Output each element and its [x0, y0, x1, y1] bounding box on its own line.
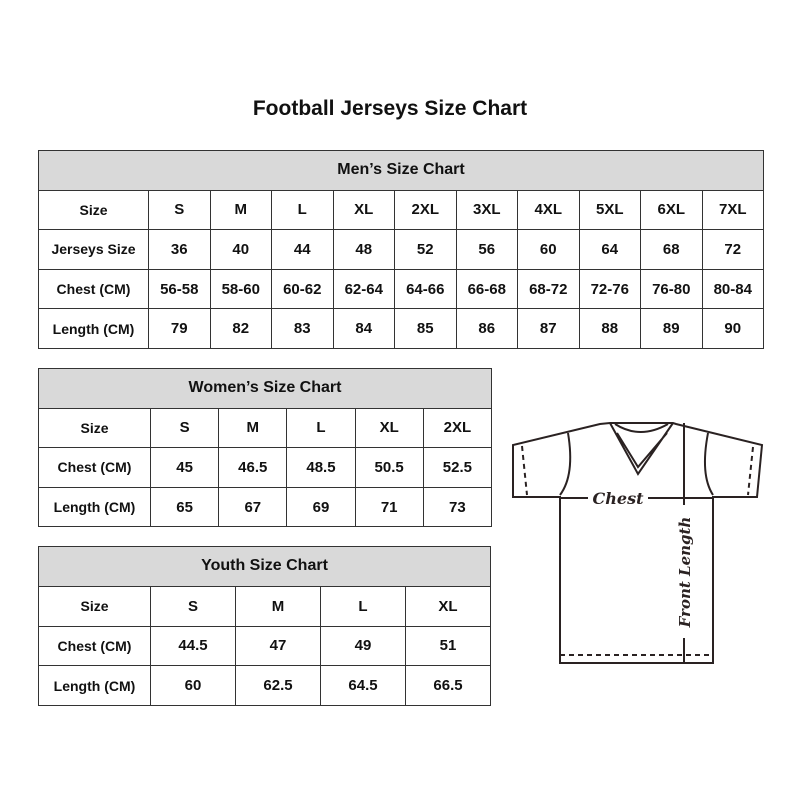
table-cell: 68 — [640, 229, 703, 270]
row-label: Size — [38, 407, 151, 449]
table-cell: 44 — [271, 229, 334, 270]
table-cell: 76-80 — [640, 268, 703, 310]
table-cell: 60 — [517, 229, 580, 270]
table-cell: 69 — [286, 486, 356, 528]
table-cell: 62-64 — [332, 268, 395, 310]
table-cell: 72-76 — [578, 268, 641, 310]
table-cell: L — [286, 407, 356, 449]
table-cell: 5XL — [578, 189, 641, 231]
table-cell: 71 — [354, 486, 424, 528]
table-cell: 65 — [149, 486, 220, 528]
table-cell: 86 — [455, 308, 518, 349]
table-cell: 44.5 — [150, 625, 236, 667]
table-cell: 84 — [332, 308, 395, 349]
men-table-heading: Men’s Size Chart — [38, 150, 764, 191]
table-cell: 40 — [209, 229, 272, 270]
front-length-label: Front Length — [676, 517, 694, 629]
row-label: Size — [38, 585, 151, 627]
table-cell: 66-68 — [455, 268, 518, 310]
chest-label: Chest — [593, 489, 645, 508]
row-label: Chest (CM) — [38, 447, 151, 488]
table-cell: 73 — [422, 486, 493, 528]
table-row: Size S M L XL 2XL 3XL 4XL 5XL 6XL 7XL — [38, 189, 764, 231]
table-cell: L — [271, 189, 334, 231]
table-cell: 60-62 — [271, 268, 334, 310]
row-label: Length (CM) — [38, 308, 149, 349]
left-sleeve-seam — [559, 432, 572, 496]
table-cell: M — [218, 407, 288, 449]
jersey-outline — [512, 422, 764, 664]
womens-size-table: Women’s Size Chart Size S M L XL 2XL Chest (CM)… — [38, 368, 493, 528]
table-cell: XL — [405, 585, 491, 627]
row-label: Length (CM) — [38, 486, 151, 528]
table-row: Length (CM) 79 82 83 84 85 86 87 88 89 90 — [38, 308, 764, 349]
right-sleeve-seam — [704, 432, 714, 496]
table-cell: 80-84 — [701, 268, 764, 310]
table-cell: 48 — [332, 229, 395, 270]
table-cell: S — [149, 407, 220, 449]
table-cell: 60 — [150, 665, 236, 707]
table-cell: 67 — [218, 486, 288, 528]
table-cell: 66.5 — [405, 665, 491, 707]
table-cell: 36 — [148, 229, 211, 270]
table-cell: 45 — [149, 447, 220, 488]
table-cell: S — [150, 585, 236, 627]
table-cell: 51 — [405, 625, 491, 667]
table-cell: 68-72 — [517, 268, 580, 310]
table-cell: 48.5 — [286, 447, 356, 488]
table-cell: 50.5 — [354, 447, 424, 488]
table-cell: 62.5 — [235, 665, 321, 707]
table-row: Length (CM) 60 62.5 64.5 66.5 — [38, 665, 491, 707]
table-cell: 64.5 — [320, 665, 406, 707]
youth-size-table: Youth Size Chart Size S M L XL Chest (CM) 44.5 4… — [38, 546, 491, 707]
table-cell: 87 — [517, 308, 580, 349]
table-cell: 47 — [235, 625, 321, 667]
table-cell: 82 — [209, 308, 272, 349]
row-label: Jerseys Size — [38, 229, 149, 270]
table-cell: 88 — [578, 308, 641, 349]
mens-size-table: Men’s Size Chart Size S M L XL 2XL 3XL 4XL 5XL 6XL… — [38, 150, 764, 349]
table-cell: 79 — [148, 308, 211, 349]
table-cell: 85 — [394, 308, 457, 349]
table-row: Size S M L XL — [38, 585, 491, 627]
table-cell: 7XL — [701, 189, 764, 231]
table-cell: 52.5 — [422, 447, 493, 488]
table-cell: XL — [332, 189, 395, 231]
right-sleeve-hem — [747, 446, 754, 496]
collar — [609, 422, 674, 476]
row-label: Chest (CM) — [38, 625, 151, 667]
table-cell: 2XL — [422, 407, 493, 449]
left-sleeve-hem — [521, 445, 528, 496]
table-cell: 90 — [701, 308, 764, 349]
table-row: Length (CM) 65 67 69 71 73 — [38, 486, 493, 528]
youth-table-heading: Youth Size Chart — [38, 546, 491, 587]
page-title: Football Jerseys Size Chart — [252, 97, 528, 120]
table-cell: L — [320, 585, 406, 627]
table-cell: 49 — [320, 625, 406, 667]
table-cell: 56-58 — [148, 268, 211, 310]
table-cell: M — [235, 585, 321, 627]
table-row: Jerseys Size 36 40 44 48 52 56 60 64 68 72 — [38, 229, 764, 270]
table-row: Chest (CM) 44.5 47 49 51 — [38, 625, 491, 667]
table-cell: 6XL — [640, 189, 703, 231]
table-row: Size S M L XL 2XL — [38, 407, 493, 449]
women-table-heading: Women’s Size Chart — [38, 368, 492, 409]
table-cell: XL — [354, 407, 424, 449]
table-row: Chest (CM) 45 46.5 48.5 50.5 52.5 — [38, 447, 493, 488]
row-label: Size — [38, 189, 149, 231]
